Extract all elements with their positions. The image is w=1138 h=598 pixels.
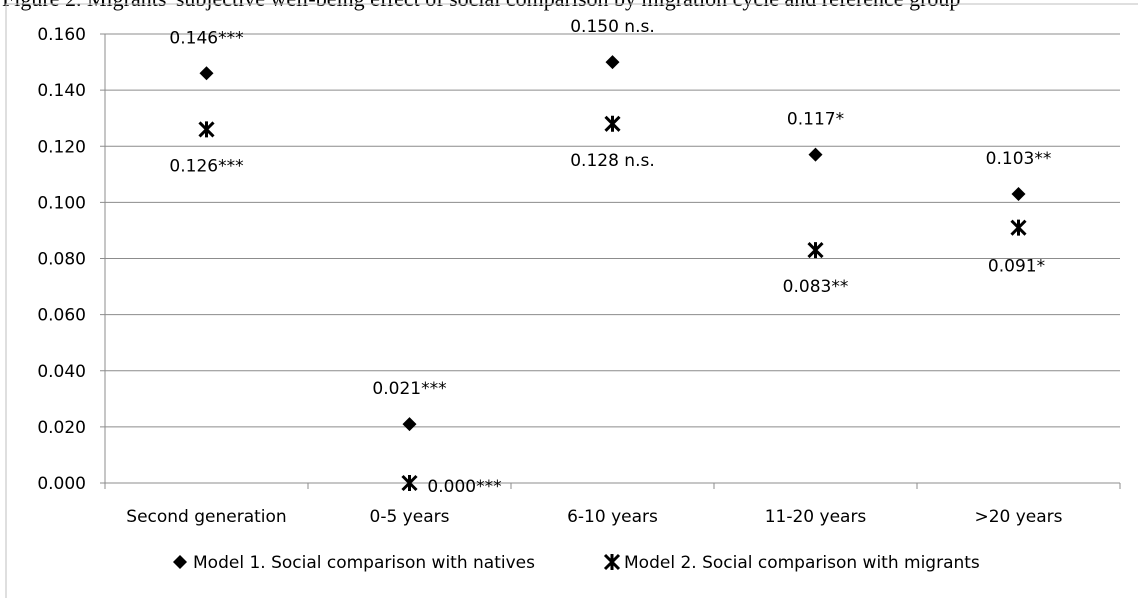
data-label: 0.128 n.s. [570,151,655,171]
y-tick-label: 0.000 [37,474,86,494]
y-tick-label: 0.020 [37,418,86,438]
star-marker [401,474,418,492]
gridlines [105,33,1120,428]
diamond-marker [808,147,823,162]
y-tick-label: 0.140 [37,81,86,101]
y-tick-label: 0.160 [37,25,86,45]
data-label: 0.126*** [169,156,243,176]
data-label: 0.117* [787,110,844,130]
data-label: 0.150 n.s. [570,17,655,37]
y-tick-labels: 0.000 0.020 0.040 0.060 0.080 0.100 0.120 0.140… [37,25,86,494]
diamond-marker [199,66,214,81]
chart-border [5,3,1138,598]
y-tick-label: 0.040 [37,362,86,382]
data-label: 0.103** [986,149,1052,169]
x-tick-label: 11-20 years [765,507,867,527]
diamond-marker [605,55,620,70]
data-markers [198,55,1027,492]
legend-star-icon [603,553,621,571]
star-marker [807,242,824,259]
x-tick-label: 6-10 years [567,507,658,527]
y-tick-label: 0.080 [37,250,86,270]
x-tick-label: 0-5 years [370,507,450,527]
y-tick-label: 0.100 [37,193,86,213]
axes [100,33,1121,489]
diamond-marker [1011,186,1026,201]
legend: Model 1. Social comparison with natives M… [173,553,980,573]
y-tick-label: 0.120 [37,137,86,157]
diamond-marker [402,417,417,432]
x-tick-label: >20 years [974,507,1062,527]
legend-label: Model 1. Social comparison with natives [193,553,535,573]
legend-diamond-icon [173,555,187,569]
y-tick-label: 0.060 [37,306,86,326]
data-labels: 0.146*** 0.021*** 0.150 n.s. 0.117* 0.103** 0… [169,17,1051,497]
data-label: 0.091* [988,257,1045,277]
data-label: 0.083** [783,277,849,297]
x-tick-labels: Second generation 0-5 years 6-10 years 11-2… [126,507,1062,527]
data-label: 0.000*** [427,477,501,497]
data-label: 0.021*** [372,379,446,399]
star-marker [604,115,621,132]
star-marker [1010,219,1027,236]
legend-label: Model 2. Social comparison with migrants [624,553,980,573]
data-label: 0.146*** [169,28,243,48]
star-marker [198,121,215,138]
x-tick-label: Second generation [126,507,286,527]
figure-caption: Figure 2. Migrants' subjective well-bein… [2,0,1138,12]
